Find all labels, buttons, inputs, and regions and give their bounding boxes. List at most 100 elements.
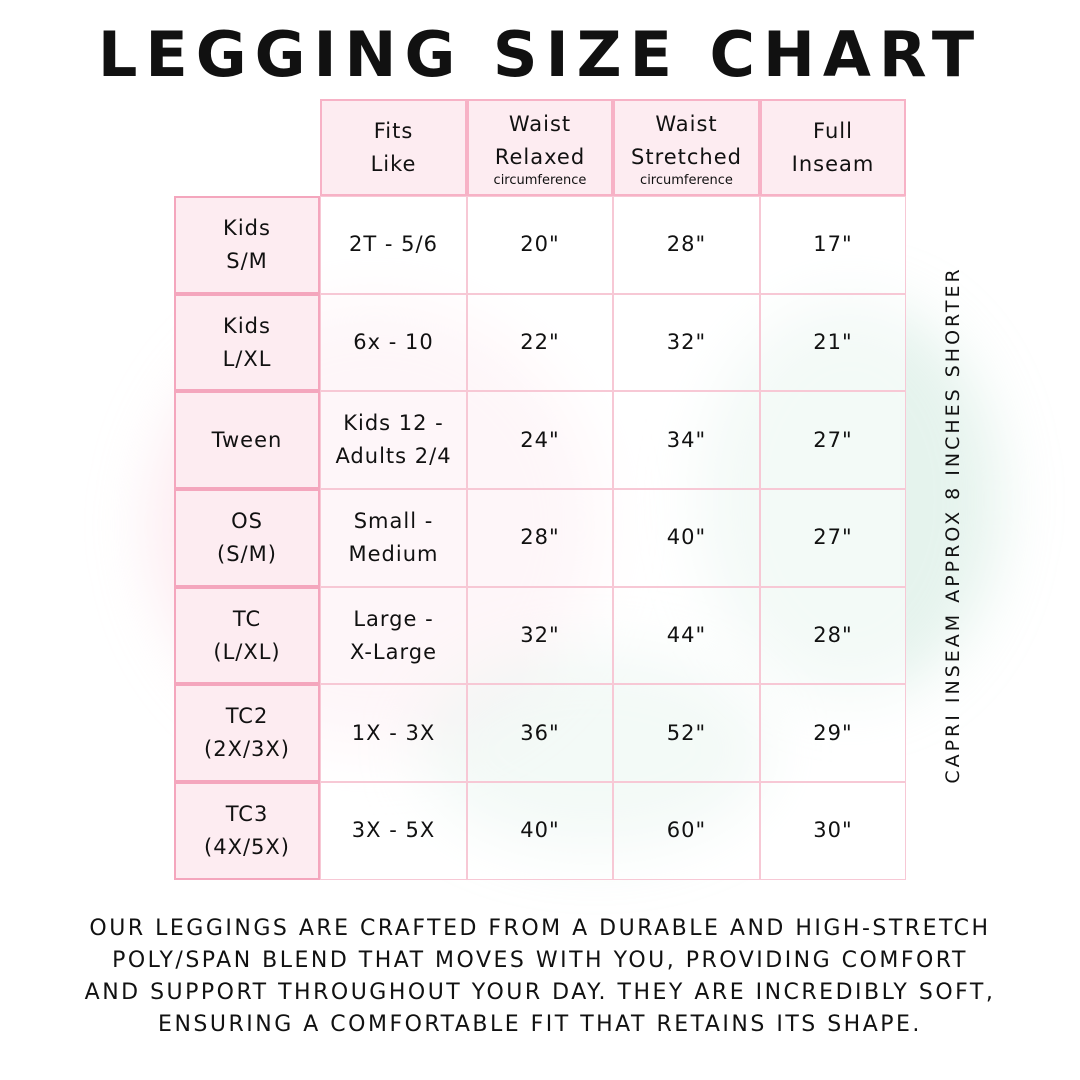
cell-text: 32" [520,623,560,648]
cell-text: TC3 [225,801,269,826]
header-subtext: circumference [493,172,587,188]
cell-text: L/XL [222,346,272,371]
fits-like-cell: 3X - 5X [320,782,467,880]
cell-text: Large - [353,606,434,631]
page-title: LEGGING SIZE CHART [97,18,983,91]
description-line: poly/span blend that moves with you, pro… [112,948,968,973]
fits-like-cell: Large - X-Large [320,586,467,685]
cell-text: 36" [520,720,560,745]
row-label: Kids L/XL [174,293,320,392]
cell-text: 30" [813,818,853,843]
cell-text: Adults 2/4 [335,444,452,469]
fits-like-cell: Small - Medium [320,489,467,587]
cell-text: 22" [520,330,560,355]
cell-text: 27" [813,525,853,550]
inseam-cell: 29" [760,684,906,783]
inseam-cell: 27" [760,489,906,587]
row-label: Tween [174,391,320,490]
cell-text: 3X - 5X [351,818,436,843]
column-header: Fits Like [320,99,467,196]
inseam-cell: 30" [760,782,906,880]
fits-like-cell: Kids 12 - Adults 2/4 [320,391,467,490]
cell-text: Waist [655,111,718,136]
row-label: Kids S/M [174,196,320,294]
row-label: TC (L/XL) [174,586,320,685]
cell-text: 34" [666,427,707,452]
fits-like-cell: 1X - 3X [320,684,467,783]
cell-text: TC [232,606,262,631]
description-line: Our leggings are crafted from a durable … [89,916,991,941]
waist-stretched-cell: 52" [613,684,760,783]
corner-cell [174,99,320,196]
column-header: Waist Stretched circumference [613,99,760,196]
fits-like-cell: 2T - 5/6 [320,196,467,294]
waist-relaxed-cell: 22" [467,293,613,392]
waist-relaxed-cell: 28" [467,489,613,587]
waist-stretched-cell: 44" [613,586,760,685]
description: Our leggings are crafted from a durable … [0,913,1080,1041]
cell-text: 24" [520,427,560,452]
inseam-cell: 28" [760,586,906,685]
waist-relaxed-cell: 20" [467,196,613,294]
cell-text: X-Large [349,639,437,664]
cell-text: 44" [666,623,707,648]
capri-note: CAPRI INSEAM APPROX 8 INCHES SHORTER [942,266,964,784]
size-table: Fits Like Waist Relaxed circumference Waist St… [174,99,906,880]
description-line: and support throughout your day. They ar… [84,980,996,1005]
cell-text: 17" [813,232,853,257]
waist-stretched-cell: 60" [613,782,760,880]
cell-text: Waist [508,111,572,136]
cell-text: Full [813,118,853,143]
cell-text: Kids [223,313,271,338]
column-header: Full Inseam [760,99,906,196]
cell-text: Relaxed [494,144,586,169]
cell-text: (L/XL) [213,639,281,664]
cell-text: Tween [211,427,283,452]
description-line: ensuring a comfortable fit that retains … [158,1012,922,1037]
waist-relaxed-cell: 36" [467,684,613,783]
waist-relaxed-cell: 24" [467,391,613,490]
cell-text: Fits [373,118,414,143]
cell-text: Like [370,151,417,176]
cell-text: OS [231,508,263,533]
waist-stretched-cell: 28" [613,196,760,294]
row-label: TC2 (2X/3X) [174,684,320,783]
cell-text: 2T - 5/6 [349,232,438,257]
row-label: OS (S/M) [174,489,320,587]
cell-text: 27" [813,427,853,452]
cell-text: Small - [353,508,434,533]
cell-text: Medium [348,541,439,566]
cell-text: 28" [813,623,853,648]
cell-text: (S/M) [217,541,277,566]
waist-stretched-cell: 40" [613,489,760,587]
cell-text: (4X/5X) [204,834,290,859]
cell-text: 29" [813,720,853,745]
cell-text: Kids [223,215,271,240]
waist-relaxed-cell: 40" [467,782,613,880]
cell-text: 40" [520,818,560,843]
inseam-cell: 27" [760,391,906,490]
cell-text: 28" [520,525,560,550]
column-header: Waist Relaxed circumference [467,99,613,196]
cell-text: (2X/3X) [204,737,290,762]
cell-text: S/M [226,248,268,273]
cell-text: 28" [666,232,707,257]
waist-stretched-cell: 32" [613,293,760,392]
header-subtext: circumference [640,172,733,188]
cell-text: 60" [666,818,707,843]
cell-text: Kids 12 - [343,411,444,436]
cell-text: 32" [666,330,707,355]
fits-like-cell: 6x - 10 [320,293,467,392]
cell-text: TC2 [225,704,269,729]
inseam-cell: 17" [760,196,906,294]
cell-text: 21" [813,330,853,355]
cell-text: 40" [666,525,707,550]
waist-stretched-cell: 34" [613,391,760,490]
row-label: TC3 (4X/5X) [174,782,320,880]
inseam-cell: 21" [760,293,906,392]
cell-text: 6x - 10 [353,330,434,355]
waist-relaxed-cell: 32" [467,586,613,685]
cell-text: 20" [520,232,560,257]
cell-text: 52" [666,720,707,745]
cell-text: Stretched [631,144,742,169]
